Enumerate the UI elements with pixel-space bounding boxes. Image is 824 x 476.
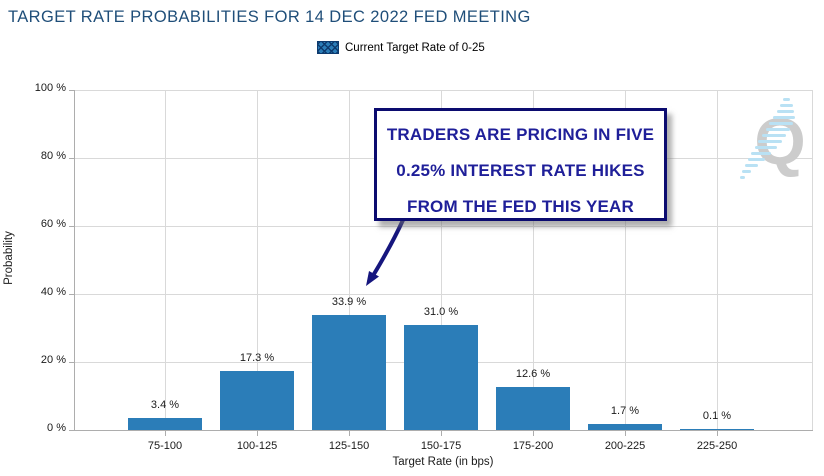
legend: Current Target Rate of 0-25 [317, 41, 485, 54]
legend-label: Current Target Rate of 0-25 [345, 41, 485, 54]
y-axis-title: Probability [3, 231, 15, 285]
gridline-v [257, 90, 258, 430]
gridline-v [165, 90, 166, 430]
y-axis-tick [69, 430, 75, 431]
x-tick-label: 75-100 [147, 440, 183, 452]
bar-225-250 [680, 429, 754, 430]
plot-right-border [812, 90, 813, 430]
x-axis-tick [349, 431, 350, 436]
gridline-v [625, 90, 626, 430]
bar-125-150 [312, 315, 386, 430]
y-tick-label: 40 % [40, 286, 66, 298]
x-axis-title: Target Rate (in bps) [392, 456, 494, 468]
y-tick-label: 60 % [40, 218, 66, 230]
x-tick-label: 225-250 [696, 440, 738, 452]
q-logo-watermark-icon: Q [740, 98, 806, 179]
bar-value-label: 12.6 % [515, 368, 551, 380]
y-tick-label: 100 % [34, 82, 66, 94]
gridline-v [349, 90, 350, 430]
bar-150-175 [404, 325, 478, 430]
chart-title: TARGET RATE PROBABILITIES FOR 14 DEC 202… [8, 8, 531, 26]
bar-value-label: 3.4 % [150, 399, 180, 411]
gridline-v [441, 90, 442, 430]
y-axis-tick [69, 158, 75, 159]
bar-value-label: 1.7 % [610, 405, 640, 417]
bar-value-label: 33.9 % [331, 296, 367, 308]
y-tick-label: 80 % [40, 150, 66, 162]
x-axis-tick [165, 431, 166, 436]
annotation-box: TRADERS ARE PRICING IN FIVE 0.25% INTERE… [374, 108, 667, 221]
x-axis-tick [625, 431, 626, 436]
bar-200-225 [588, 424, 662, 430]
x-tick-label: 125-150 [328, 440, 370, 452]
gridline-h [75, 226, 812, 227]
bar-75-100 [128, 418, 202, 430]
y-tick-label: 20 % [40, 354, 66, 366]
bar-value-label: 31.0 % [423, 306, 459, 318]
plot-area: 3.4 % 17.3 % 33.9 % 31.0 % 12.6 % 1.7 % 0.1 % [75, 90, 812, 430]
x-tick-label: 100-125 [236, 440, 278, 452]
y-axis-tick [69, 362, 75, 363]
gridline-h [75, 90, 812, 91]
y-tick-label: 0 % [47, 422, 66, 434]
y-axis-tick [69, 294, 75, 295]
gridline-h [75, 294, 812, 295]
annotation-line-1: TRADERS ARE PRICING IN FIVE [386, 125, 655, 144]
bar-175-200 [496, 387, 570, 430]
annotation-line-2: 0.25% INTEREST RATE HIKES [396, 161, 645, 180]
x-tick-label: 175-200 [512, 440, 554, 452]
bar-value-label: 17.3 % [239, 352, 275, 364]
gridline-v [533, 90, 534, 430]
bar-100-125 [220, 371, 294, 430]
x-tick-label: 200-225 [604, 440, 646, 452]
bar-value-label: 0.1 % [702, 410, 732, 422]
y-axis-tick [69, 226, 75, 227]
x-axis-tick [533, 431, 534, 436]
x-axis-tick [257, 431, 258, 436]
x-axis-tick [441, 431, 442, 436]
legend-swatch-icon [317, 41, 339, 54]
x-axis-line [74, 430, 813, 431]
gridline-v [717, 90, 718, 430]
x-axis-tick [717, 431, 718, 436]
annotation-line-3: FROM THE FED THIS YEAR [407, 197, 634, 216]
y-axis-line [74, 90, 75, 431]
y-axis-tick [69, 90, 75, 91]
x-tick-label: 150-175 [420, 440, 462, 452]
annotation-arrow-icon [366, 219, 405, 286]
